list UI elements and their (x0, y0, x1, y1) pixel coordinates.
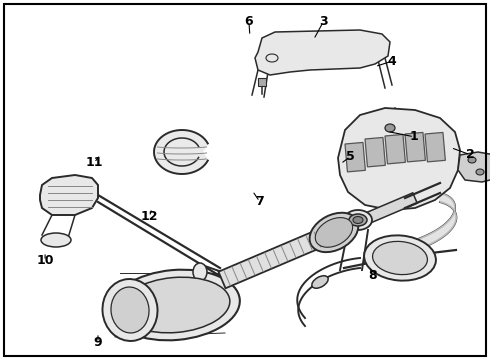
Ellipse shape (111, 287, 149, 333)
Bar (365, 138, 385, 167)
Text: 2: 2 (466, 148, 475, 161)
Ellipse shape (476, 169, 484, 175)
Ellipse shape (353, 216, 363, 224)
Text: 1: 1 (410, 130, 418, 143)
Text: 6: 6 (245, 15, 253, 28)
Ellipse shape (468, 157, 476, 163)
Text: 12: 12 (141, 210, 158, 223)
Polygon shape (220, 193, 417, 285)
Polygon shape (40, 175, 98, 215)
Ellipse shape (385, 124, 395, 132)
Ellipse shape (349, 214, 367, 226)
Ellipse shape (102, 279, 157, 341)
Ellipse shape (372, 242, 427, 275)
Bar (385, 134, 405, 164)
Ellipse shape (120, 277, 230, 333)
Bar (405, 132, 425, 162)
Text: 8: 8 (368, 269, 377, 282)
Ellipse shape (110, 270, 240, 340)
Text: 11: 11 (85, 156, 103, 169)
Ellipse shape (310, 213, 358, 252)
Polygon shape (154, 130, 208, 174)
Ellipse shape (344, 210, 372, 230)
Ellipse shape (312, 276, 328, 288)
Polygon shape (338, 108, 460, 210)
Ellipse shape (315, 217, 353, 247)
Text: 5: 5 (346, 150, 355, 163)
Text: 9: 9 (94, 336, 102, 349)
Ellipse shape (266, 54, 278, 62)
Polygon shape (365, 193, 456, 262)
Bar (425, 132, 445, 162)
Polygon shape (458, 152, 490, 182)
Bar (345, 143, 366, 172)
Polygon shape (219, 229, 326, 288)
Polygon shape (258, 78, 266, 86)
Ellipse shape (364, 235, 436, 281)
Text: 10: 10 (36, 255, 54, 267)
Text: 7: 7 (255, 195, 264, 208)
Ellipse shape (41, 233, 71, 247)
Polygon shape (255, 30, 390, 75)
Text: 4: 4 (388, 55, 396, 68)
Text: 3: 3 (319, 15, 328, 28)
Ellipse shape (193, 263, 207, 281)
